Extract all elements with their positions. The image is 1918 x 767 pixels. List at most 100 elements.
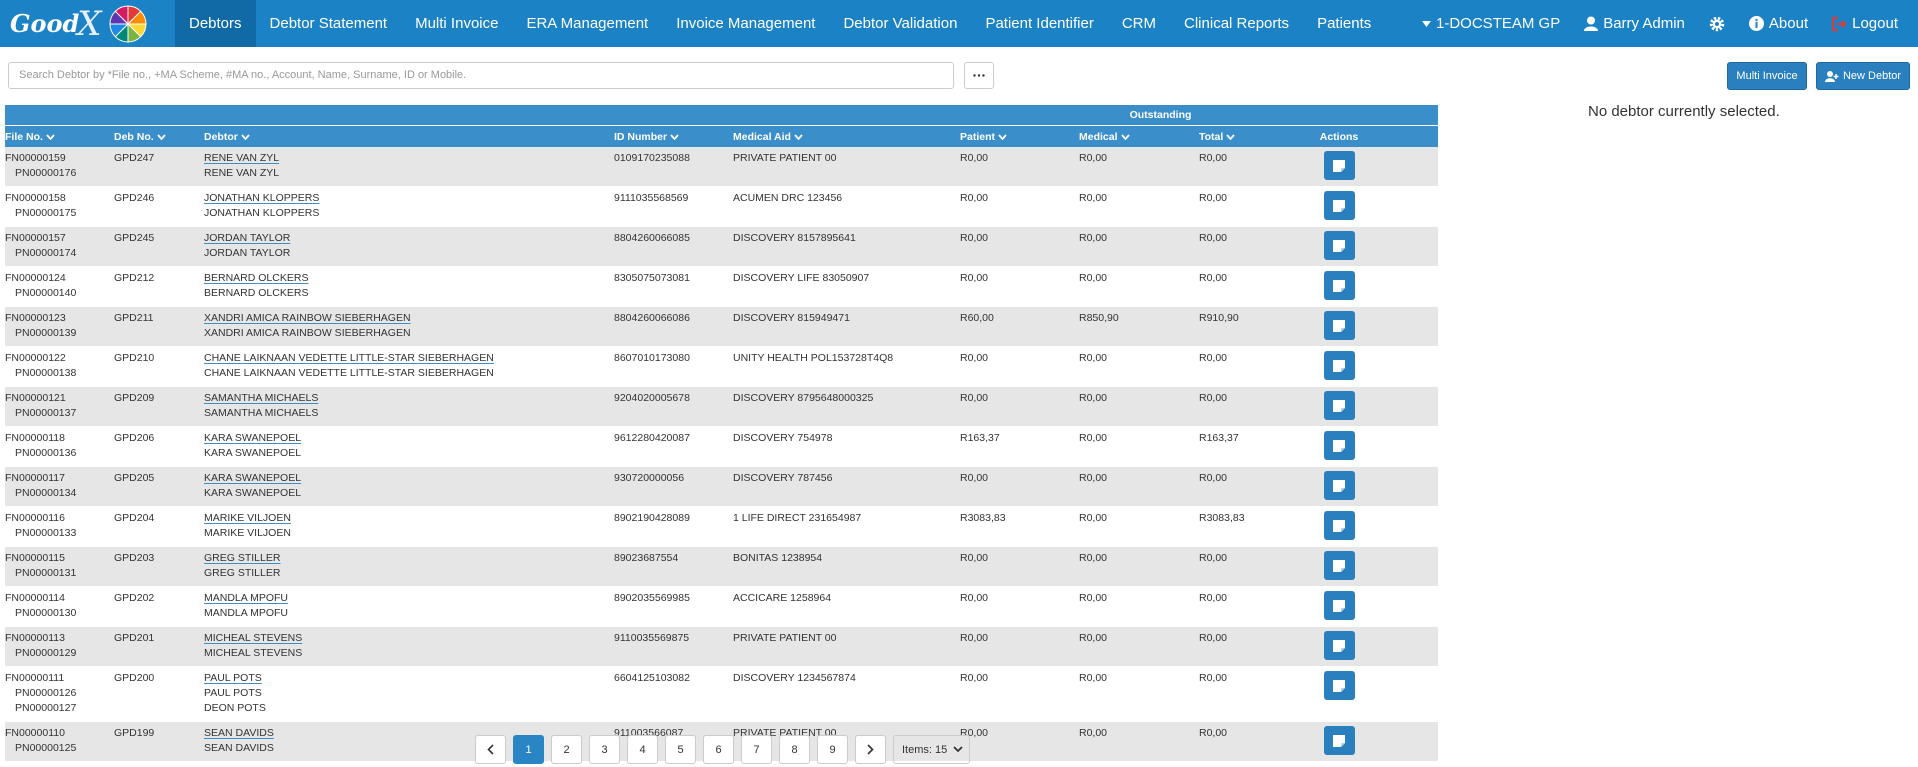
user[interactable]: Barry Admin <box>1572 15 1697 32</box>
menu-item[interactable]: Patient Identifier <box>985 15 1094 32</box>
action-button[interactable] <box>1323 191 1355 220</box>
debtor-link[interactable]: MARIKE VILJOEN <box>204 512 291 524</box>
menu-item[interactable]: ERA Management <box>526 15 649 32</box>
page-button[interactable]: 9 <box>817 735 848 764</box>
action-button[interactable] <box>1323 271 1355 300</box>
action-button[interactable] <box>1323 591 1355 620</box>
practice-select[interactable]: 1-DOCSTEAM GP <box>1410 15 1572 32</box>
settings[interactable] <box>1697 16 1737 32</box>
next-page[interactable] <box>855 735 886 764</box>
table-row: FN00000113 PN00000129 GPD201 MICHEAL STEVEN… <box>5 627 1438 667</box>
cell-medical: R0,00 <box>1079 392 1108 404</box>
debtor-link[interactable]: RENE VAN ZYL <box>204 152 280 164</box>
file-cell: FN00000123 PN00000139 <box>5 311 114 341</box>
cell-patient: R0,00 <box>960 392 989 404</box>
action-button[interactable] <box>1323 471 1355 500</box>
action-button[interactable] <box>1323 726 1355 755</box>
menu-item[interactable]: CRM <box>1121 15 1157 32</box>
action-button[interactable] <box>1323 671 1355 700</box>
debtor-link[interactable]: BERNARD OLCKERS <box>204 272 309 284</box>
table-row: FN00000116 PN00000133 GPD204 MARIKE VILJOEN… <box>5 507 1438 547</box>
page-button[interactable]: 5 <box>665 735 696 764</box>
chevron-right <box>867 744 874 755</box>
debtor-link[interactable]: MICHEAL STEVENS <box>204 632 303 644</box>
action-button[interactable] <box>1323 551 1355 580</box>
column-header[interactable]: Patient <box>960 131 1079 143</box>
action-button[interactable] <box>1323 631 1355 660</box>
multi-invoice-button[interactable]: Multi Invoice <box>1727 62 1807 90</box>
about[interactable]: About <box>1737 15 1820 32</box>
column-header[interactable]: Total <box>1199 131 1317 143</box>
patient-name: MANDLA MPOFU <box>204 607 289 619</box>
table-row: FN00000159 PN00000176 GPD247 RENE VAN ZYL RE… <box>5 147 1438 187</box>
cell-patient: R60,00 <box>960 312 994 324</box>
column-header[interactable]: ID Number <box>614 131 733 143</box>
page-button[interactable]: 8 <box>779 735 810 764</box>
column-title: Deb No. <box>114 130 154 143</box>
debtor-link[interactable]: SAMANTHA MICHAELS <box>204 392 319 404</box>
cell-patient: R0,00 <box>960 592 989 604</box>
debtor-link[interactable]: CHANE LAIKNAAN VEDETTE LITTLE-STAR SIEBE… <box>204 352 494 364</box>
action-button[interactable] <box>1323 511 1355 540</box>
debtor-link[interactable]: XANDRI AMICA RAINBOW SIEBERHAGEN <box>204 312 411 324</box>
items-select[interactable]: Items: 15 <box>893 735 971 764</box>
menu-item[interactable]: Debtor Statement <box>269 15 388 32</box>
action-button[interactable] <box>1323 431 1355 460</box>
debtor-link[interactable]: JONATHAN KLOPPERS <box>204 192 320 204</box>
action-button[interactable] <box>1323 391 1355 420</box>
new-debtor-button[interactable]: New Debtor <box>1816 62 1910 90</box>
menu-item[interactable]: Multi Invoice <box>415 15 499 32</box>
debtor-link[interactable]: KARA SWANEPOEL <box>204 472 302 484</box>
menu-item[interactable]: Debtors <box>175 0 256 47</box>
debtor-link[interactable]: SEAN DAVIDS <box>204 727 274 739</box>
note-icon <box>1333 679 1345 692</box>
cell-medical: R0,00 <box>1079 512 1108 524</box>
action-button[interactable] <box>1323 351 1355 380</box>
patient-no: PN00000175 <box>15 207 77 219</box>
logout[interactable]: Logout <box>1820 15 1910 32</box>
cell-aid: DISCOVERY 754978 <box>733 432 833 444</box>
debtor-link[interactable]: JORDAN TAYLOR <box>204 232 291 244</box>
debtor-table: Outstanding File No. Deb No. Debtor ID Numb… <box>5 105 1438 762</box>
note-icon <box>1333 734 1345 747</box>
group-header: Outstanding <box>1129 109 1192 121</box>
header-row: File No. Deb No. Debtor ID Number Medical Ai… <box>5 126 1438 147</box>
action-button[interactable] <box>1323 151 1355 180</box>
filler <box>1361 551 1438 581</box>
user-icon <box>1584 16 1599 31</box>
debtor-link[interactable]: PAUL POTS <box>204 672 262 684</box>
menu-item[interactable]: Patients <box>1317 15 1372 32</box>
search-options[interactable] <box>964 62 994 89</box>
debtor-link[interactable]: MANDLA MPOFU <box>204 592 289 604</box>
cell-total: R910,90 <box>1199 312 1239 324</box>
prev-page[interactable] <box>475 735 506 764</box>
cell-total: R0,00 <box>1199 272 1228 284</box>
logo[interactable]: Good X <box>0 0 175 47</box>
debtor-link[interactable]: KARA SWANEPOEL <box>204 432 302 444</box>
cell-medical: R0,00 <box>1079 632 1108 644</box>
page-button[interactable]: 4 <box>627 735 658 764</box>
column-header[interactable]: File No. <box>5 131 114 143</box>
file-cell: FN00000157 PN00000174 <box>5 231 114 261</box>
debtor-name: PAUL POTS <box>204 671 614 686</box>
page-button[interactable]: 6 <box>703 735 734 764</box>
page-button[interactable]: 7 <box>741 735 772 764</box>
menu-item[interactable]: Invoice Management <box>676 15 816 32</box>
cell-aid: BONITAS 1238954 <box>733 552 823 564</box>
page-button[interactable]: 1 <box>513 735 544 764</box>
page-button[interactable]: 2 <box>551 735 582 764</box>
page-button[interactable]: 3 <box>589 735 620 764</box>
action-button[interactable] <box>1323 231 1355 260</box>
column-header[interactable]: Debtor <box>204 131 614 143</box>
column-header[interactable]: Medical Aid <box>733 131 960 143</box>
file-no: FN00000118 <box>5 432 65 444</box>
debtor-link[interactable]: GREG STILLER <box>204 552 281 564</box>
menu-item[interactable]: Clinical Reports <box>1184 15 1290 32</box>
action-button[interactable] <box>1323 311 1355 340</box>
column-header[interactable]: Deb No. <box>114 131 204 143</box>
search-input[interactable]: Search Debtor by *File no., +MA Scheme, … <box>8 62 954 89</box>
filler <box>1361 351 1438 381</box>
column-header[interactable]: Medical <box>1079 131 1199 143</box>
menu-item[interactable]: Debtor Validation <box>843 15 958 32</box>
patient-name: PAUL POTS <box>204 687 262 699</box>
